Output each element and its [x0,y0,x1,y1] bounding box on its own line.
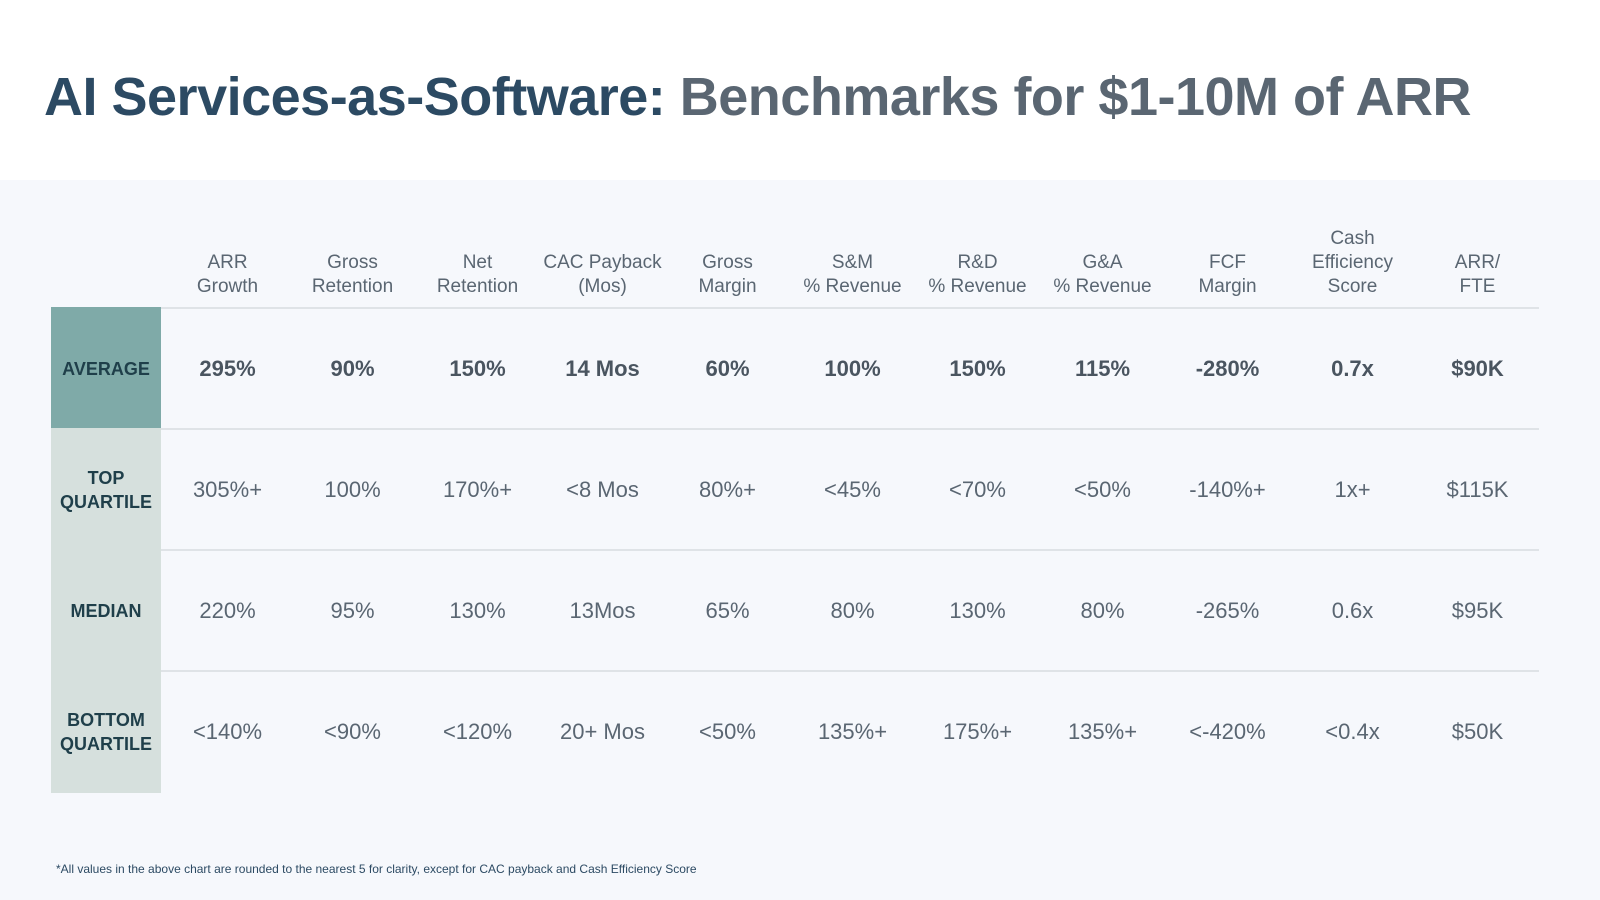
column-header-line: Score [1327,276,1378,297]
table-cell: 135%+ [1067,718,1138,744]
table-cell: 115% [1074,355,1131,381]
table-cell: <45% [824,476,881,502]
row-label-top-quartile: TOP QUARTILE [51,428,161,551]
column-header-line: Growth [196,276,259,297]
table-cell: -265% [1195,597,1260,623]
column-header-line: % Revenue [803,276,902,297]
column-header-line: % Revenue [1053,276,1152,297]
row-label-bottom-quartile: BOTTOM QUARTILE [51,670,161,793]
table-cell: <0.4x [1325,718,1380,744]
table-cell: 1x+ [1334,476,1371,502]
column-header-line: Gross [702,252,753,273]
footnote: *All values in the above chart are round… [56,862,697,876]
column-header-line: Retention [436,276,519,297]
table-row-bottom-quartile: BOTTOM QUARTILE <140% <90% <120% 20+ Mos <50% 1… [51,670,1539,793]
table-cell: 175%+ [942,718,1013,744]
table-cell: <-420% [1189,718,1266,744]
table-cell: $90K [1451,355,1504,381]
table-cell: 295% [199,355,256,381]
row-label-line: AVERAGE [62,358,150,379]
table-cell: 135%+ [817,718,888,744]
table-cell: 305%+ [192,476,263,502]
column-header-line: S&M [831,252,874,273]
table-cell: 80%+ [699,476,756,502]
column-header-line: Retention [311,276,394,297]
column-header-line: (Mos) [578,276,627,297]
table-cell: <90% [324,718,381,744]
column-header-line: CAC Payback [543,252,662,273]
table-cell: <70% [949,476,1006,502]
table-cell: 80% [1080,597,1125,623]
column-header: FCF Margin [1165,251,1290,299]
table-cell: 80% [830,597,875,623]
title-part-2: Benchmarks for $1-10M of ARR [679,67,1472,127]
column-header-line: ARR/ [1454,252,1501,273]
column-header-line: FCF [1209,252,1246,273]
column-header-line: FTE [1459,276,1496,297]
column-header-line: % Revenue [928,276,1027,297]
table-cell: $50K [1451,718,1504,744]
column-header-line: Margin [698,276,757,297]
table-cell: 100% [824,355,881,381]
page-title: AI Services-as-Software: Benchmarks for … [44,66,1471,128]
table-row-average: AVERAGE 295% 90% 150% 14 Mos 60% 100% 150% 115% -… [51,307,1539,430]
table-cell: $95K [1451,597,1504,623]
table-cell: <50% [1074,476,1131,502]
column-header-line: Gross [327,252,378,273]
column-header-line: Efficiency [1312,252,1393,273]
column-header: G&A % Revenue [1040,251,1165,299]
table-row-median: MEDIAN 220% 95% 130% 13Mos 65% 80% 130% 80% -265%… [51,549,1539,672]
table-cell: 60% [705,355,750,381]
column-header-line: Cash [1330,228,1375,249]
table-cell: 0.7x [1331,355,1374,381]
column-header-line: ARR [207,252,248,273]
column-header: Gross Margin [665,251,790,299]
table-panel [0,180,1600,900]
column-header: S&M % Revenue [790,251,915,299]
column-header: ARR Growth [165,251,290,299]
table-cell: 65% [705,597,750,623]
row-label-median: MEDIAN [51,549,161,672]
title-part-1: AI Services-as-Software: [44,67,666,127]
table-cell: -140%+ [1189,476,1266,502]
column-header: Cash Efficiency Score [1290,227,1415,299]
table-row-top-quartile: TOP QUARTILE 305%+ 100% 170%+ <8 Mos 80%+ <45% <… [51,428,1539,551]
table-cell: <120% [442,718,513,744]
table-cell: $115K [1446,476,1509,502]
row-label-line: MEDIAN [70,600,142,621]
column-header: R&D % Revenue [915,251,1040,299]
table-cell: 14 Mos [565,355,640,381]
column-header: Gross Retention [290,251,415,299]
table-cell: 170%+ [442,476,513,502]
table-cell: 95% [330,597,375,623]
column-header: Net Retention [415,251,540,299]
table-cell: 130% [949,597,1006,623]
column-header: ARR/FTE [1415,251,1540,299]
row-label-line: QUARTILE [60,491,152,512]
table-cell: 150% [449,355,506,381]
table-cell: 150% [949,355,1006,381]
table-cell: 130% [449,597,506,623]
table-cell: <8 Mos [566,476,639,502]
column-header-line: G&A [1082,252,1123,273]
column-header: CAC Payback (Mos) [540,251,665,299]
table-cell: 13Mos [569,597,636,623]
table-cell: <50% [699,718,756,744]
table-cell: 0.6x [1331,597,1374,623]
table-cell: 90% [330,355,375,381]
column-header-line: Net [462,252,493,273]
column-header-line: Margin [1198,276,1257,297]
table-cell: 220% [199,597,256,623]
column-headers: ARR Growth Gross Retention Net Retention CAC P… [161,225,1539,307]
table-cell: 100% [324,476,381,502]
row-label-average: AVERAGE [51,307,161,430]
table-cell: 20+ Mos [560,718,645,744]
column-header-line: R&D [957,252,998,273]
row-label-line: TOP [87,467,125,488]
row-label-line: QUARTILE [60,733,152,754]
table-cell: -280% [1195,355,1260,381]
table-cell: <140% [192,718,263,744]
row-label-line: BOTTOM [67,709,145,730]
